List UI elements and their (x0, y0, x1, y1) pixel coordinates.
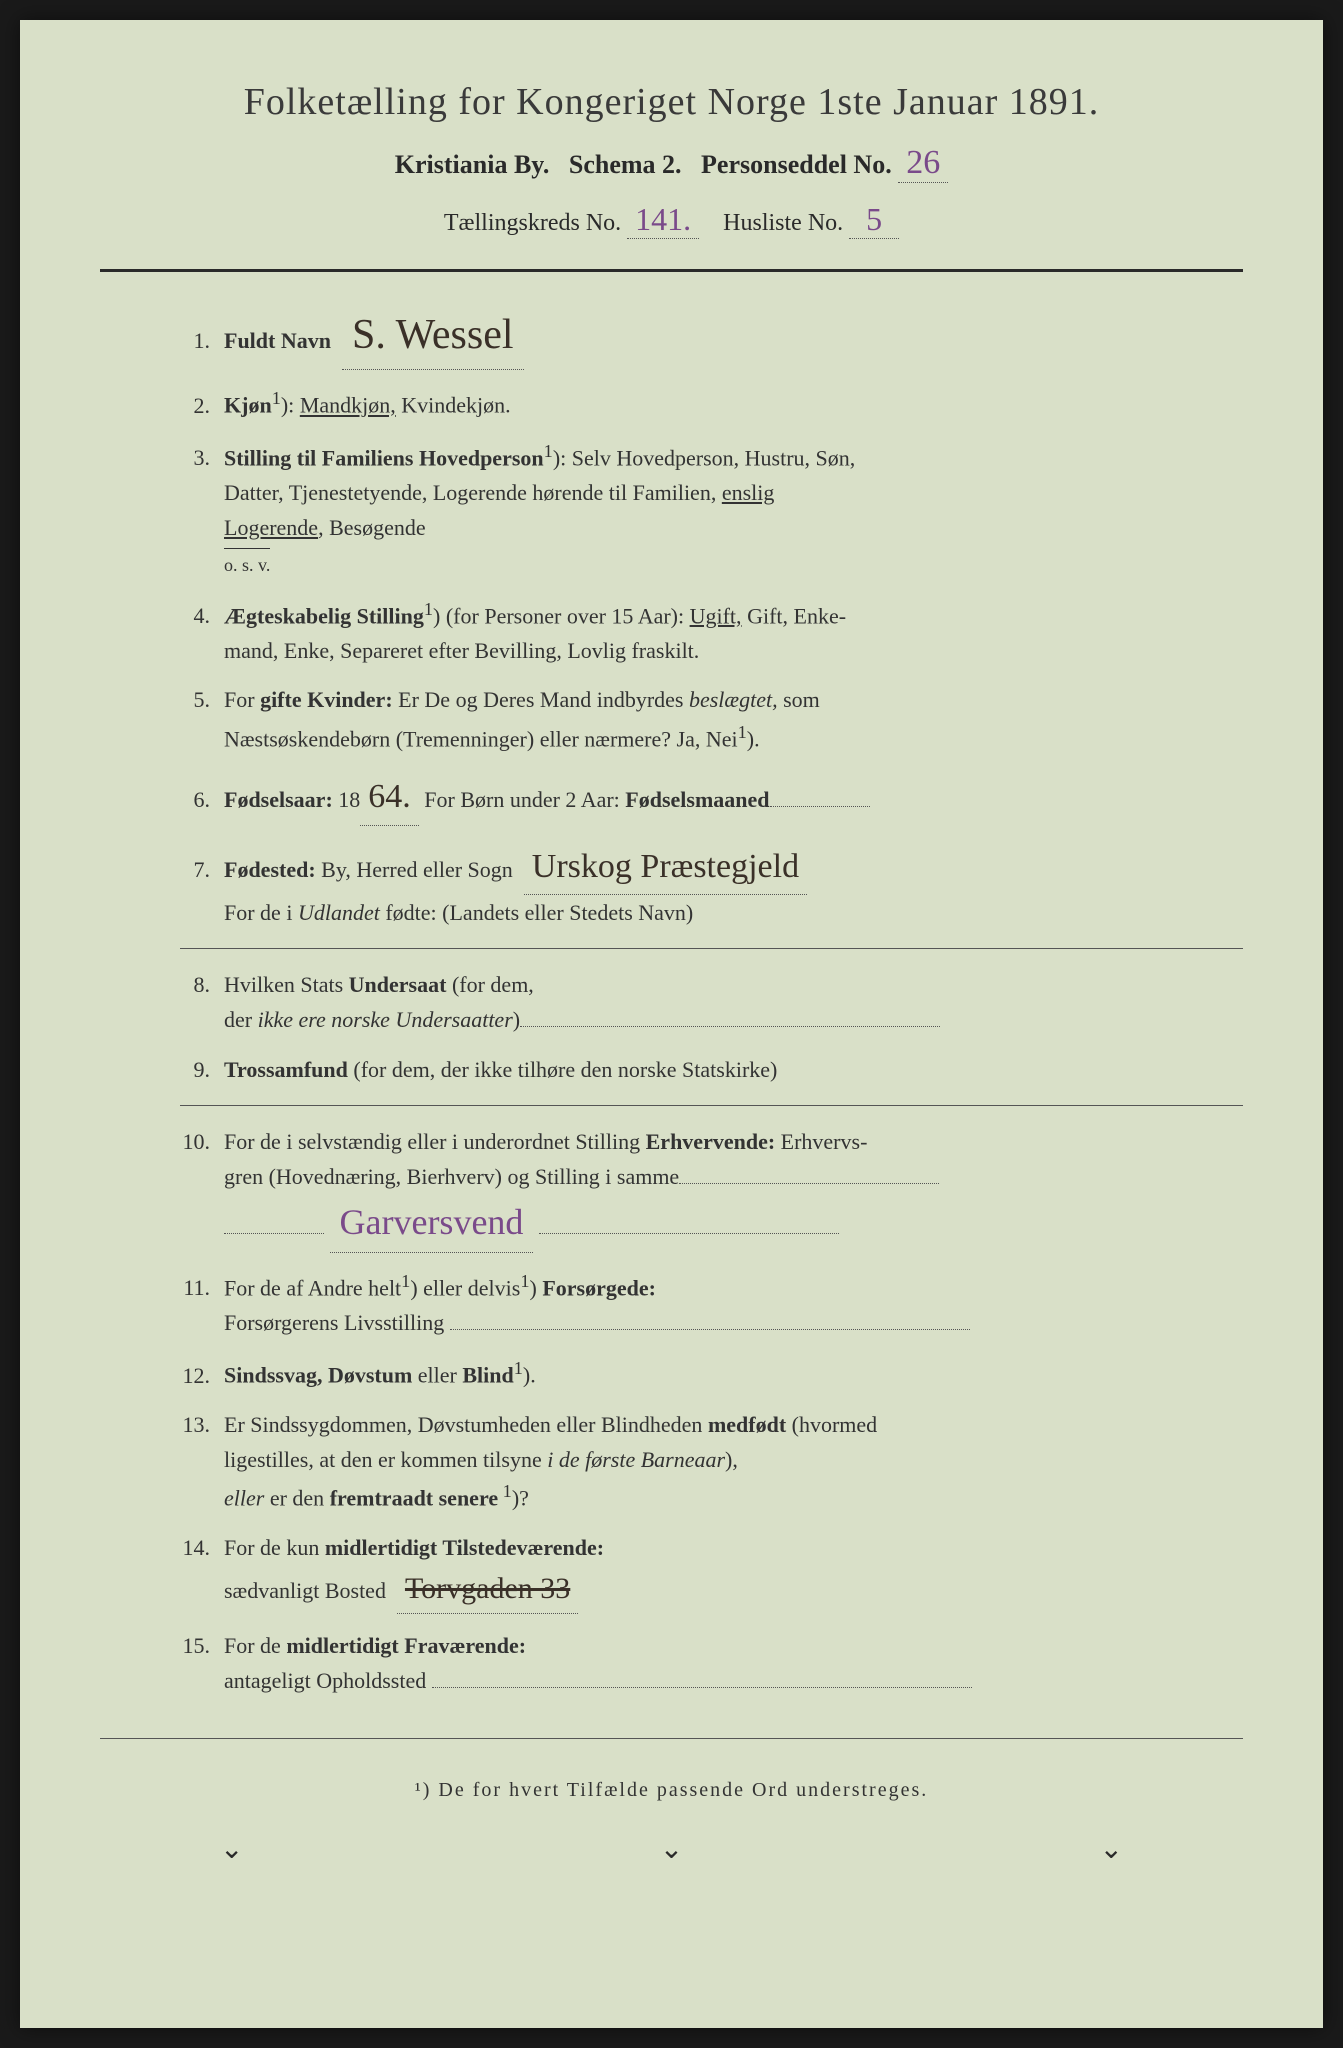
header-divider (100, 269, 1243, 272)
field-num: 7. (180, 852, 224, 887)
field-num: 3. (180, 440, 224, 475)
field-label: Erhvervende: (646, 1129, 776, 1154)
form-body: 1. Fuldt Navn S. Wessel 2. Kjøn1): Mandk… (100, 302, 1243, 1698)
field-num: 5. (180, 682, 224, 717)
field-15: 15. For de midlertidigt Fraværende: anta… (180, 1628, 1243, 1698)
field-13: 13. Er Sindssygdommen, Døvstumheden elle… (180, 1407, 1243, 1516)
residence-value: Torvgaden 33 (397, 1565, 578, 1614)
field-num: 15. (180, 1628, 224, 1663)
field-11: 11. For de af Andre helt1) eller delvis1… (180, 1267, 1243, 1341)
subtitle-line: Kristiania By. Schema 2. Personseddel No… (100, 144, 1243, 183)
birthplace-value: Urskog Præstegjeld (524, 840, 807, 895)
option-ugift: Ugift, (690, 603, 742, 628)
field-5: 5. For gifte Kvinder: Er De og Deres Man… (180, 682, 1243, 756)
fold-marks: ⌄ ⌄ ⌄ (100, 1802, 1243, 1876)
birth-month-blank (770, 785, 870, 807)
section-divider (180, 1105, 1243, 1106)
footnote-ref: 1 (272, 388, 281, 408)
field-label: Undersaat (349, 972, 447, 997)
field-2: 2. Kjøn1): Mandkjøn, Kvindekjøn. (180, 384, 1243, 423)
field-label: Fødested: (224, 857, 316, 882)
field-6: 6. Fødselsaar: 1864. For Børn under 2 Aa… (180, 770, 1243, 825)
absent-location-blank (432, 1666, 972, 1688)
footnote-ref: 1 (424, 599, 433, 619)
field-14: 14. For de kun midlertidigt Tilstedevære… (180, 1530, 1243, 1614)
footnote-ref: 1 (514, 1358, 523, 1378)
fold-mark-icon: ⌄ (1100, 1832, 1123, 1866)
section-divider (180, 948, 1243, 949)
census-form-page: Folketælling for Kongeriget Norge 1ste J… (20, 20, 1323, 2028)
field-num: 2. (180, 388, 224, 423)
field-num: 4. (180, 598, 224, 633)
field-label: Forsørgede: (542, 1275, 656, 1300)
footnote-text: ¹) De for hvert Tilfælde passende Ord un… (100, 1779, 1243, 1802)
footnote-ref: 1 (498, 1481, 512, 1501)
field-num: 9. (180, 1052, 224, 1087)
field-12: 12. Sindssvag, Døvstum eller Blind1). (180, 1354, 1243, 1393)
undersaat-blank (520, 1005, 940, 1027)
field-label: Stilling til Familiens Hovedperson (224, 445, 544, 470)
option-enslig: enslig (722, 480, 775, 505)
field-8: 8. Hvilken Stats Undersaat (for dem, der… (180, 967, 1243, 1037)
field-label: midlertidigt Fraværende: (286, 1633, 526, 1658)
option-kvindekjon: Kvindekjøn. (396, 393, 511, 418)
field-num: 13. (180, 1407, 224, 1442)
taellingskreds-value: 141. (627, 201, 699, 239)
name-value: S. Wessel (342, 302, 524, 370)
provider-blank (450, 1308, 970, 1330)
option-logerende: Logerende (224, 515, 318, 540)
field-label: Trossamfund (224, 1057, 348, 1082)
field-label: Kjøn (224, 393, 272, 418)
field-9: 9. Trossamfund (for dem, der ikke tilhør… (180, 1052, 1243, 1087)
field-label: midlertidigt Tilstedeværende: (325, 1535, 604, 1560)
field-10: 10. For de i selvstændig eller i underor… (180, 1124, 1243, 1253)
field-num: 1. (180, 323, 224, 358)
taellingskreds-label: Tællingskreds No. (444, 210, 621, 236)
page-title: Folketælling for Kongeriget Norge 1ste J… (100, 80, 1243, 124)
footer-divider (100, 1738, 1243, 1739)
occupation-value: Garversvend (330, 1194, 534, 1253)
husliste-value: 5 (849, 201, 899, 239)
field-num: 6. (180, 782, 224, 817)
field-num: 14. (180, 1530, 224, 1565)
footnote-ref: 1 (401, 1271, 410, 1291)
husliste-label: Husliste No. (723, 210, 843, 236)
field-num: 11. (180, 1270, 224, 1305)
field-label: Fuldt Navn (224, 328, 331, 353)
field-label: gifte Kvinder: (260, 687, 393, 712)
subline: Tællingskreds No. 141. Husliste No. 5 (100, 201, 1243, 239)
birth-year-value: 64. (360, 770, 419, 825)
field-num: 10. (180, 1124, 224, 1159)
footnote-ref: 1 (738, 722, 747, 742)
field-4: 4. Ægteskabelig Stilling1) (for Personer… (180, 595, 1243, 669)
option-mandkjon: Mandkjøn, (300, 393, 396, 418)
field-1: 1. Fuldt Navn S. Wessel (180, 302, 1243, 370)
footnote-ref: 1 (544, 441, 553, 461)
fold-mark-icon: ⌄ (660, 1832, 683, 1866)
personseddel-label: Personseddel No. (701, 150, 892, 179)
field-num: 12. (180, 1358, 224, 1393)
field-num: 8. (180, 967, 224, 1002)
fold-mark-icon: ⌄ (220, 1832, 243, 1866)
osv-label: o. s. v. (224, 548, 270, 580)
city-label: Kristiania By. (395, 150, 550, 179)
schema-label: Schema 2. (569, 150, 682, 179)
field-3: 3. Stilling til Familiens Hovedperson1):… (180, 437, 1243, 581)
field-label: Ægteskabelig Stilling (224, 603, 424, 628)
field-label: Fødselsaar: (224, 787, 333, 812)
field-label: Sindssvag, Døvstum (224, 1363, 412, 1388)
field-7: 7. Fødested: By, Herred eller Sogn Ursko… (180, 840, 1243, 931)
personseddel-value: 26 (898, 144, 948, 183)
